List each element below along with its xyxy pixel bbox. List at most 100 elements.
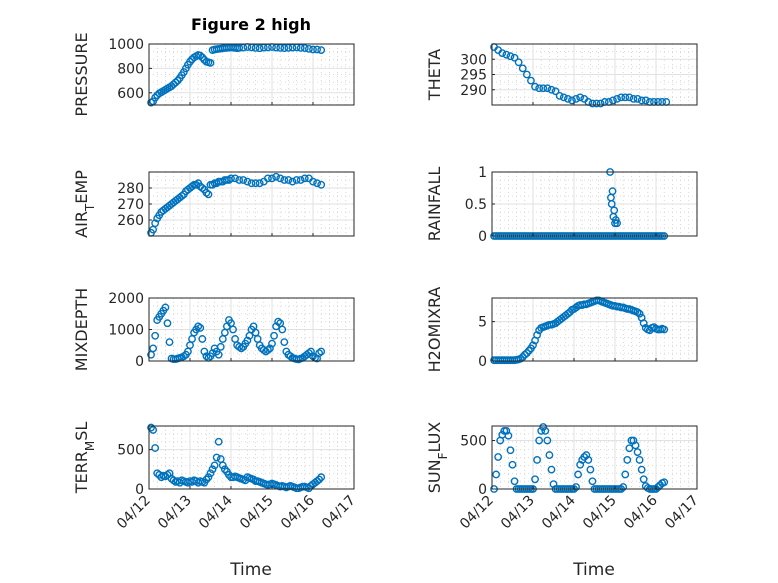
data-point (559, 93, 568, 102)
data-point (506, 446, 515, 455)
data-point (208, 180, 217, 189)
data-point (555, 91, 564, 100)
data-point (237, 344, 246, 353)
data-point (572, 483, 580, 491)
data-point (204, 190, 213, 199)
data-point (563, 95, 572, 103)
data-point (255, 179, 264, 188)
data-point (621, 470, 630, 479)
data-point (619, 483, 628, 491)
data-point (502, 426, 511, 435)
data-point (280, 44, 289, 53)
data-point (537, 426, 546, 435)
data-point (592, 99, 601, 108)
data-point (177, 192, 186, 200)
data-point (304, 44, 313, 53)
data-point (514, 58, 523, 67)
data-point (549, 480, 558, 489)
data-point (621, 93, 630, 102)
data-point (194, 322, 203, 331)
data-point (317, 180, 326, 189)
data-point (165, 338, 174, 346)
data-point (543, 84, 552, 93)
data-point (586, 465, 595, 474)
data-point (609, 96, 617, 105)
data-point (149, 426, 158, 434)
data-point (635, 456, 644, 464)
data-point (198, 335, 207, 343)
data-point (212, 453, 221, 462)
data-point (510, 477, 519, 486)
data-point (576, 93, 585, 102)
y-tick-label: 270 (117, 197, 144, 213)
data-point (247, 179, 256, 188)
data-point (218, 461, 227, 470)
y-tick-label: 300 (460, 52, 487, 68)
data-point (202, 352, 211, 361)
y-tick-label: 280 (117, 181, 144, 197)
data-point (588, 99, 597, 108)
subplot-rainfall: 0 0.5 1 RAINFALL (425, 165, 698, 245)
data-point (516, 354, 525, 363)
data-point (227, 174, 235, 183)
figure-title: Figure 2 high (191, 15, 311, 34)
data-point (198, 184, 207, 192)
y-tick-label: 500 (117, 443, 144, 459)
data-point (216, 342, 225, 351)
data-point (541, 426, 550, 435)
data-point (654, 483, 662, 491)
data-point (494, 453, 503, 461)
data-point (617, 93, 626, 102)
data-point (518, 64, 527, 73)
data-point (276, 44, 285, 52)
data-point (229, 325, 237, 334)
data-point (307, 347, 315, 356)
data-point (639, 319, 648, 328)
data-point (235, 176, 244, 184)
data-point (539, 84, 548, 93)
data-point (263, 346, 272, 354)
data-point (204, 473, 213, 482)
data-point (633, 95, 642, 103)
data-point (506, 52, 515, 61)
data-point (535, 436, 544, 445)
y-tick-label: 2000 (108, 291, 144, 307)
x-axis-label-right: Time (572, 560, 615, 580)
y-tick-label: 0 (135, 482, 144, 498)
data-point (300, 44, 309, 53)
data-point (529, 341, 537, 350)
subplot-pressure: 600 800 1000 PRESSURE (72, 32, 355, 117)
data-point (313, 179, 321, 188)
data-point (163, 319, 172, 328)
data-point (210, 461, 219, 470)
data-point (582, 451, 591, 459)
data-point (288, 177, 297, 186)
y-tick-label: 500 (460, 434, 487, 450)
data-point (317, 347, 326, 356)
data-point (284, 176, 293, 184)
data-point (547, 85, 556, 94)
data-point (296, 44, 305, 52)
data-point (151, 444, 160, 452)
data-point (196, 324, 205, 332)
data-point (539, 423, 548, 431)
data-point (284, 44, 293, 52)
data-point (268, 174, 276, 183)
data-point (633, 308, 642, 317)
data-point (498, 49, 507, 58)
data-point (551, 87, 560, 96)
data-point (266, 344, 274, 353)
data-point (309, 177, 317, 186)
data-point (292, 176, 301, 184)
y-axis-label: MIXDEPTH (72, 288, 91, 371)
data-point (313, 45, 321, 54)
data-point (502, 50, 511, 59)
data-point (607, 200, 616, 208)
y-tick-label: 800 (117, 61, 144, 77)
data-point (613, 219, 621, 228)
y-tick-label: 260 (117, 213, 144, 229)
data-point (206, 469, 215, 478)
data-point (278, 325, 287, 334)
data-point (637, 96, 646, 105)
data-point (315, 349, 324, 358)
